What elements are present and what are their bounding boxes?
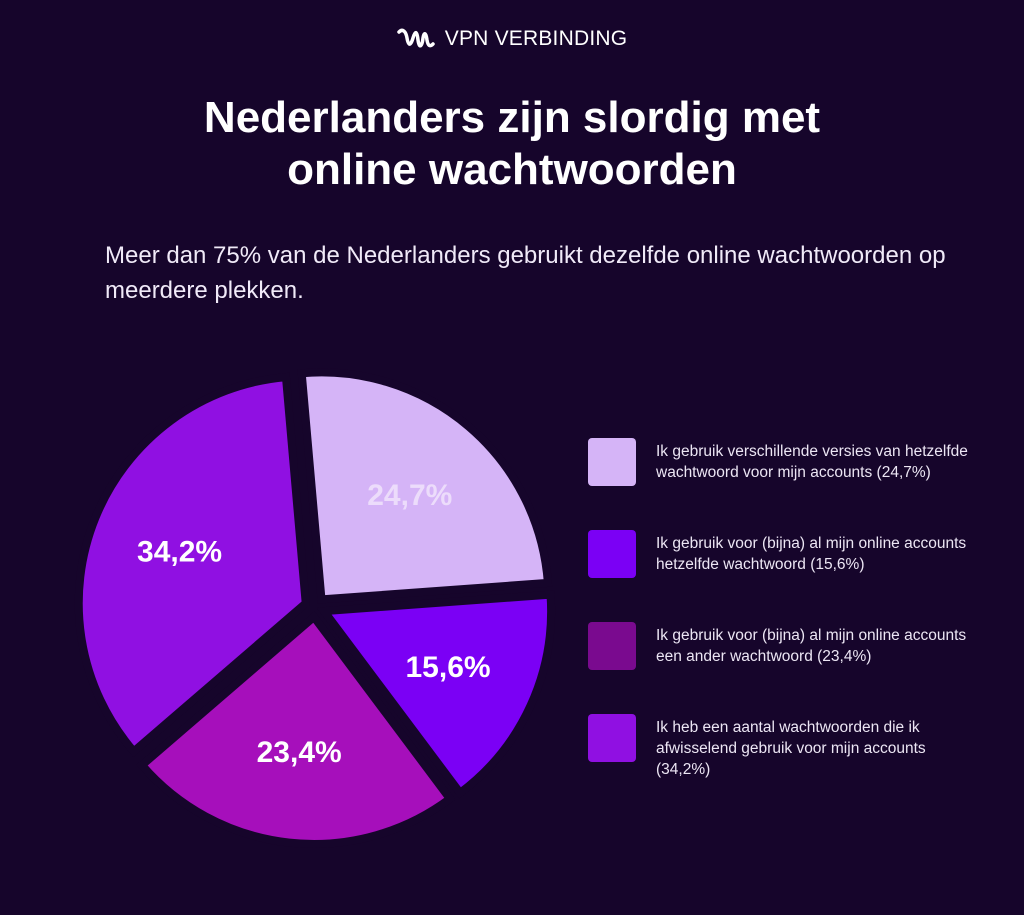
legend-item: Ik heb een aantal wachtwoorden die ik af… xyxy=(588,714,1008,806)
legend-swatch xyxy=(588,530,636,578)
legend-label: Ik gebruik verschillende versies van het… xyxy=(656,443,968,481)
legend-item: Ik gebruik voor (bijna) al mijn online a… xyxy=(588,530,1008,622)
slice-value-label: 23,4% xyxy=(257,736,342,769)
legend-label: Ik gebruik voor (bijna) al mijn online a… xyxy=(656,627,967,665)
title-line-1: Nederlanders zijn slordig met xyxy=(203,93,821,142)
legend-swatch xyxy=(588,438,636,486)
legend-item: Ik gebruik verschillende versies van het… xyxy=(588,438,1008,530)
title-line-2: online wachtwoorden xyxy=(287,145,737,194)
legend-label: Ik heb een aantal wachtwoorden die ik af… xyxy=(656,719,926,778)
page-title: Nederlanders zijn slordig met online wac… xyxy=(0,92,1024,196)
brand-name: VPN VERBINDING xyxy=(444,27,628,50)
pie-slice xyxy=(74,372,310,758)
legend-label: Ik gebruik voor (bijna) al mijn online a… xyxy=(656,535,967,573)
legend: Ik gebruik verschillende versies van het… xyxy=(588,438,1008,806)
legend-item: Ik gebruik voor (bijna) al mijn online a… xyxy=(588,622,1008,714)
pie-slice xyxy=(297,368,553,604)
slice-value-label: 34,2% xyxy=(137,535,222,568)
waveform-logo-icon xyxy=(397,28,435,48)
legend-swatch xyxy=(588,622,636,670)
subtitle: Meer dan 75% van de Nederlanders gebruik… xyxy=(105,242,946,304)
slice-value-label: 24,7% xyxy=(367,479,452,512)
pie-slice xyxy=(136,611,456,848)
brand: VPN VERBINDING xyxy=(0,26,1024,52)
slice-value-label: 15,6% xyxy=(405,651,490,684)
pie-slice xyxy=(316,590,556,799)
legend-swatch xyxy=(588,714,636,762)
